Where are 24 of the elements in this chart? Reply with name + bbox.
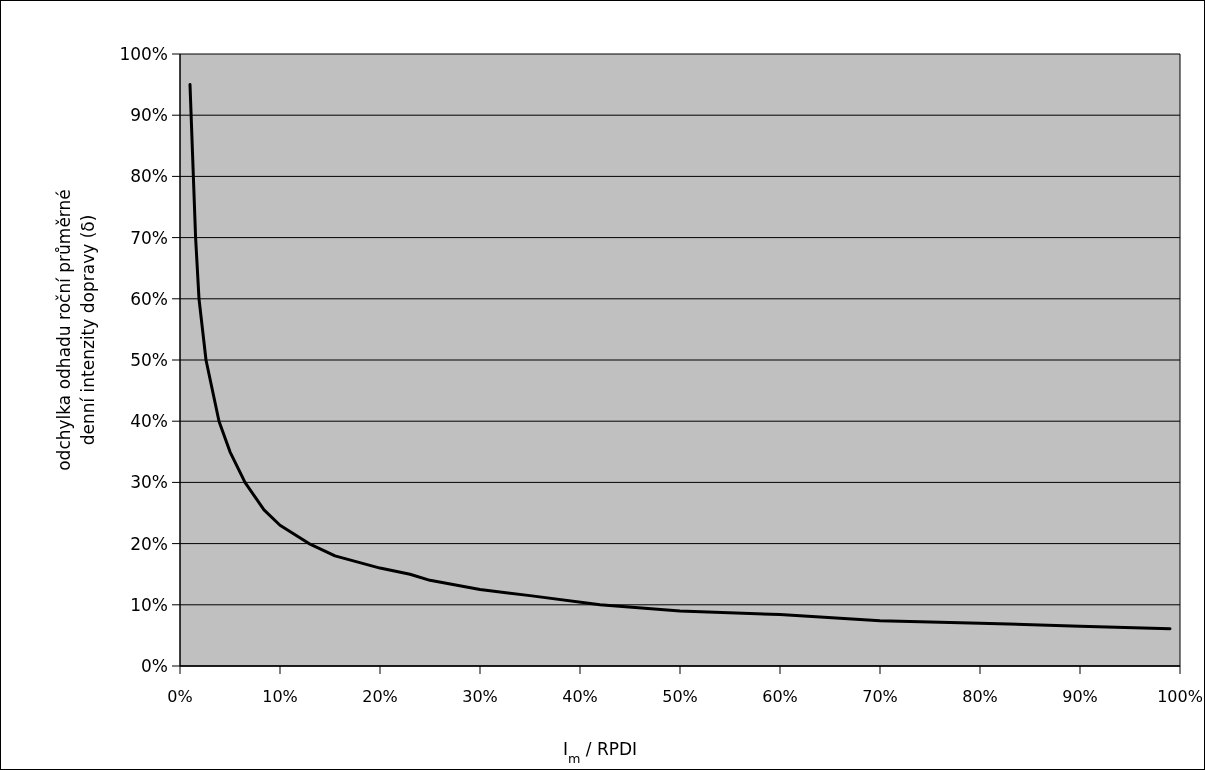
x-tick-label: 0% [167,687,193,706]
y-tick-label: 80% [130,166,168,187]
x-tick-label: 100% [1157,687,1203,706]
y-tick-label: 50% [130,349,168,370]
y-tick-label: 60% [130,288,168,309]
y-tick-label: 70% [130,227,168,248]
x-tick-label: 30% [462,687,498,706]
y-tick-label: 100% [119,43,168,64]
x-tick-label: 80% [962,687,998,706]
y-tick-label: 20% [130,533,168,554]
y-tick-label: 90% [130,105,168,126]
x-tick-label: 10% [262,687,298,706]
y-axis-title: odchylka odhadu roční průměrné denní intenzity dopravy (δ) [54,189,98,471]
x-tick-label: 20% [362,687,398,706]
x-tick-label: 60% [762,687,798,706]
y-tick-label: 10% [130,594,168,615]
y-tick-label: 0% [141,655,168,676]
y-tick-label: 30% [130,472,168,493]
x-tick-label: 70% [862,687,898,706]
x-axis-title: I$_{m}$ / RPDI [562,739,638,766]
y-tick-label: 40% [130,411,168,432]
x-tick-label: 50% [662,687,698,706]
x-tick-label: 40% [562,687,598,706]
x-tick-label: 90% [1062,687,1098,706]
